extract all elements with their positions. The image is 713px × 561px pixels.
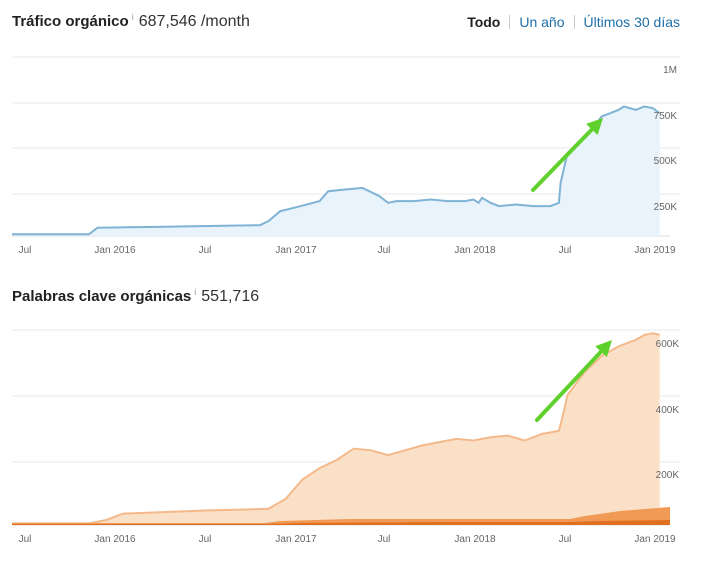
y-tick-label: 400K — [656, 405, 680, 416]
range-year-button[interactable]: Un año — [519, 14, 565, 30]
x-tick-label: Jan 2018 — [454, 245, 496, 256]
y-tick-label: 750K — [654, 111, 678, 122]
keywords-title-row: Palabras clave orgánicas i 551,716 — [12, 287, 259, 306]
x-tick-label: Jan 2018 — [454, 534, 496, 545]
growth-arrow-icon — [531, 118, 603, 192]
keywords-title: Palabras clave orgánicas — [12, 288, 192, 305]
x-tick-label: Jul — [199, 245, 212, 256]
range-30days-button[interactable]: Últimos 30 días — [583, 14, 680, 30]
y-tick-label: 200K — [656, 470, 680, 481]
x-tick-label: Jan 2017 — [275, 245, 317, 256]
traffic-area — [12, 106, 660, 236]
traffic-title: Tráfico orgánico — [12, 13, 129, 30]
x-tick-label: Jan 2017 — [275, 534, 317, 545]
x-tick-label: Jan 2016 — [94, 245, 136, 256]
keywords-area — [12, 333, 660, 525]
x-tick-label: Jul — [378, 245, 391, 256]
x-tick-label: Jul — [19, 534, 32, 545]
traffic-value: 687,546 /month — [138, 13, 250, 30]
x-tick-label: Jan 2016 — [94, 534, 136, 545]
range-separator — [509, 15, 511, 29]
keywords-info-icon[interactable]: i — [194, 287, 197, 297]
keywords-band-light — [12, 507, 670, 525]
traffic-line — [12, 105, 661, 236]
growth-arrow-icon — [535, 340, 612, 422]
y-tick-label: 500K — [654, 156, 678, 167]
x-tick-label: Jul — [19, 245, 32, 256]
keywords-line — [12, 332, 660, 525]
traffic-title-row: Tráfico orgánico i 687,546 /month — [12, 12, 250, 31]
x-tick-label: Jul — [378, 534, 391, 545]
traffic-info-icon[interactable]: i — [131, 12, 134, 22]
y-tick-label: 600K — [656, 339, 680, 350]
x-tick-label: Jul — [559, 245, 572, 256]
keywords-band-dark — [12, 520, 670, 525]
keywords-value: 551,716 — [201, 288, 260, 305]
x-tick-label: Jan 2019 — [634, 534, 676, 545]
date-range-selector: Todo Un año Últimos 30 días — [458, 14, 689, 30]
y-tick-label: 250K — [654, 202, 678, 213]
x-tick-label: Jan 2019 — [634, 245, 676, 256]
range-separator — [573, 15, 575, 29]
traffic-chart: 1M 750K 500K 250K Jul Jan 2016 Jul Jan 2017 Jul J… — [12, 56, 680, 256]
x-tick-label: Jul — [199, 534, 212, 545]
y-tick-label: 1M — [663, 65, 677, 76]
x-tick-label: Jul — [559, 534, 572, 545]
range-all-button[interactable]: Todo — [467, 14, 501, 30]
